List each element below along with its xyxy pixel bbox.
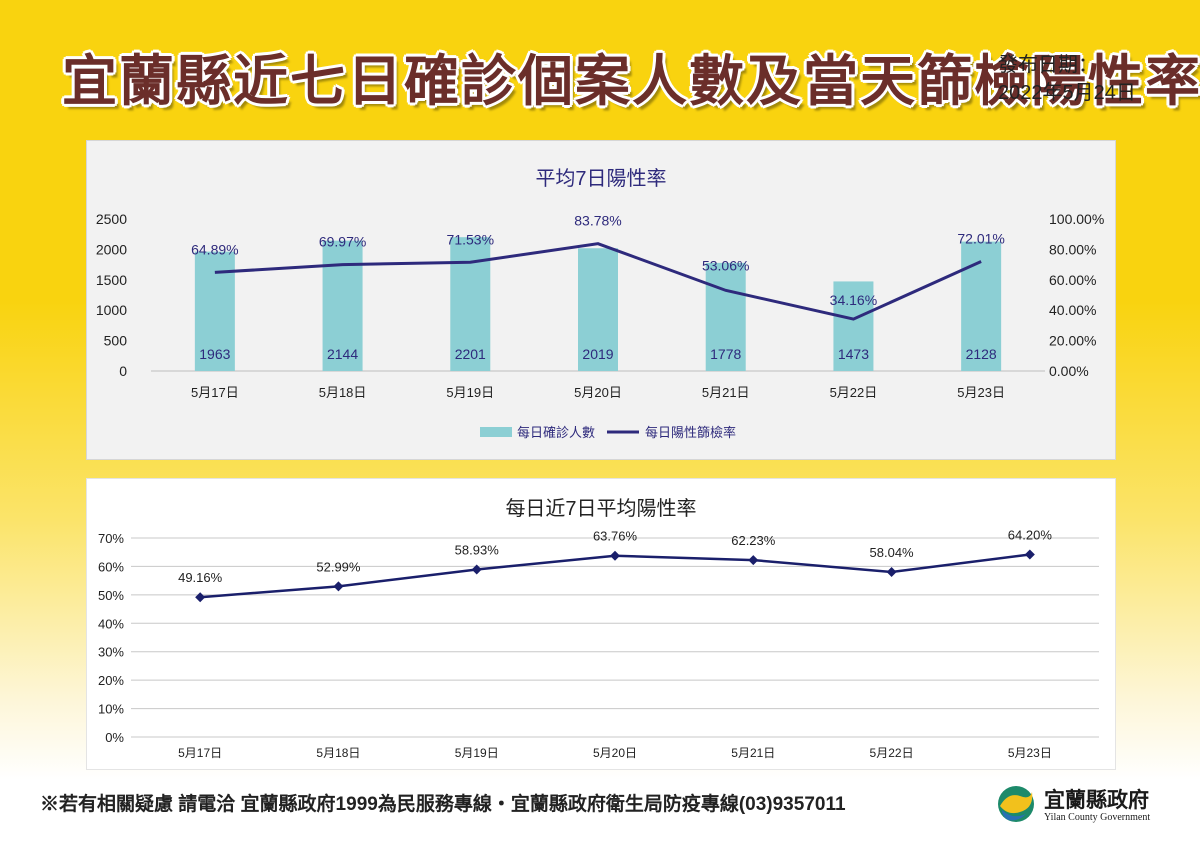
y-axis-tick-label: 60% bbox=[98, 559, 124, 574]
line-value-label: 53.06% bbox=[702, 257, 749, 273]
y2-axis-tick-label: 80.00% bbox=[1049, 241, 1096, 257]
y-axis-tick-label: 10% bbox=[98, 702, 124, 717]
y-axis-tick-label: 2500 bbox=[96, 211, 127, 227]
y-axis-tick-label: 1000 bbox=[96, 302, 127, 318]
y2-axis-tick-label: 0.00% bbox=[1049, 363, 1089, 379]
y2-axis-tick-label: 100.00% bbox=[1049, 211, 1104, 227]
bar-value-label: 1473 bbox=[838, 346, 869, 362]
line-value-label: 83.78% bbox=[574, 213, 621, 229]
data-point-marker bbox=[471, 564, 482, 575]
y-axis-tick-label: 30% bbox=[98, 645, 124, 660]
chart-cases-positivity: 平均7日陽性率 2500 2000 1500 1000 500 0 100.00% 80.00%… bbox=[96, 167, 1104, 440]
y2-axis-tick-label: 60.00% bbox=[1049, 272, 1096, 288]
data-point-marker bbox=[195, 592, 206, 603]
page-title: 宜蘭縣近七日確診個案人數及當天篩檢陽性率 bbox=[62, 49, 1200, 113]
chart-7day-average: 每日近7日平均陽性率 70% 60% 50% 40% 30% 20% 10% 0% 49.16% 5… bbox=[98, 497, 1099, 760]
bar-value-label: 1963 bbox=[199, 346, 230, 362]
x-axis-tick-label: 5月17日 bbox=[191, 385, 239, 400]
bar-daily-cases bbox=[833, 281, 874, 371]
x-axis-tick-label: 5月19日 bbox=[455, 746, 499, 760]
line-value-label: 71.53% bbox=[447, 231, 494, 247]
x-axis-tick-label: 5月18日 bbox=[319, 385, 367, 400]
data-point-marker bbox=[610, 550, 620, 561]
y-axis-tick-label: 500 bbox=[104, 333, 128, 349]
bar-value-label: 2201 bbox=[455, 346, 486, 362]
logo-name: 宜蘭縣政府 bbox=[1044, 787, 1149, 812]
data-point-marker bbox=[748, 555, 759, 566]
y-axis-tick-label: 0% bbox=[105, 730, 124, 745]
bar-daily-cases bbox=[705, 262, 746, 371]
y-axis-tick-label: 2000 bbox=[96, 241, 127, 257]
y-axis-tick-label: 70% bbox=[98, 531, 124, 546]
x-axis-tick-label: 5月21日 bbox=[731, 746, 775, 760]
bar-daily-cases bbox=[322, 240, 363, 371]
data-point-marker bbox=[1024, 549, 1035, 560]
yilan-government-logo-icon bbox=[998, 786, 1034, 822]
chart-title: 每日近7日平均陽性率 bbox=[505, 497, 696, 520]
x-axis-tick-label: 5月21日 bbox=[702, 385, 750, 400]
contact-footer: ※若有相關疑慮 請電洽 宜蘭縣政府1999為民服務專線・宜蘭縣政府衛生局防疫專線… bbox=[40, 794, 846, 815]
legend-bar-swatch bbox=[480, 427, 512, 437]
x-axis-tick-label: 5月22日 bbox=[870, 746, 914, 760]
legend-line-label: 每日陽性篩檢率 bbox=[645, 425, 736, 440]
data-value-label: 52.99% bbox=[316, 559, 361, 574]
x-axis-tick-label: 5月18日 bbox=[316, 746, 360, 760]
data-value-label: 49.16% bbox=[178, 570, 223, 585]
line-value-label: 72.01% bbox=[957, 231, 1004, 247]
logo-english-name: Yilan County Government bbox=[1044, 812, 1151, 823]
chart-panel-7day-average: 每日近7日平均陽性率 70% 60% 50% 40% 30% 20% 10% 0% 49.16% 5… bbox=[86, 478, 1116, 770]
line-value-label: 64.89% bbox=[191, 241, 238, 257]
data-value-label: 58.93% bbox=[455, 542, 500, 557]
y2-axis-tick-label: 40.00% bbox=[1049, 302, 1096, 318]
line-value-label: 69.97% bbox=[319, 234, 366, 250]
data-value-label: 63.76% bbox=[593, 529, 638, 544]
publish-date-label: 發布日期： bbox=[998, 54, 1098, 76]
legend-bar-label: 每日確診人數 bbox=[517, 425, 595, 440]
data-value-label: 64.20% bbox=[1008, 527, 1053, 542]
bar-value-label: 2019 bbox=[582, 346, 613, 362]
bar-daily-cases bbox=[578, 248, 618, 371]
line-positivity-rate bbox=[214, 242, 982, 321]
chart-title: 平均7日陽性率 bbox=[535, 167, 666, 190]
data-value-label: 58.04% bbox=[870, 545, 915, 560]
x-axis-tick-label: 5月23日 bbox=[1008, 746, 1052, 760]
x-axis-tick-label: 5月20日 bbox=[574, 385, 622, 400]
data-value-label: 62.23% bbox=[731, 533, 776, 548]
x-axis-tick-label: 5月19日 bbox=[446, 385, 494, 400]
y-axis-tick-label: 1500 bbox=[96, 272, 127, 288]
x-axis-tick-label: 5月20日 bbox=[593, 746, 637, 760]
y2-axis-tick-label: 20.00% bbox=[1049, 333, 1096, 349]
publish-date: 2022年5月24日 bbox=[998, 82, 1136, 104]
data-point-marker bbox=[886, 567, 897, 578]
x-axis-tick-label: 5月23日 bbox=[957, 385, 1005, 400]
data-point-marker bbox=[333, 581, 344, 592]
bar-value-label: 1778 bbox=[710, 346, 741, 362]
x-axis-tick-label: 5月17日 bbox=[178, 746, 222, 760]
bar-value-label: 2128 bbox=[966, 346, 997, 362]
line-value-label: 34.16% bbox=[830, 292, 877, 308]
chart-panel-cases-positivity: 平均7日陽性率 2500 2000 1500 1000 500 0 100.00% 80.00%… bbox=[86, 140, 1116, 460]
y-axis-tick-label: 0 bbox=[119, 363, 127, 379]
y-axis-tick-label: 50% bbox=[98, 588, 124, 603]
y-axis-tick-label: 40% bbox=[98, 616, 124, 631]
x-axis-tick-label: 5月22日 bbox=[830, 385, 878, 400]
bar-value-label: 2144 bbox=[327, 346, 358, 362]
y-axis-tick-label: 20% bbox=[98, 673, 124, 688]
